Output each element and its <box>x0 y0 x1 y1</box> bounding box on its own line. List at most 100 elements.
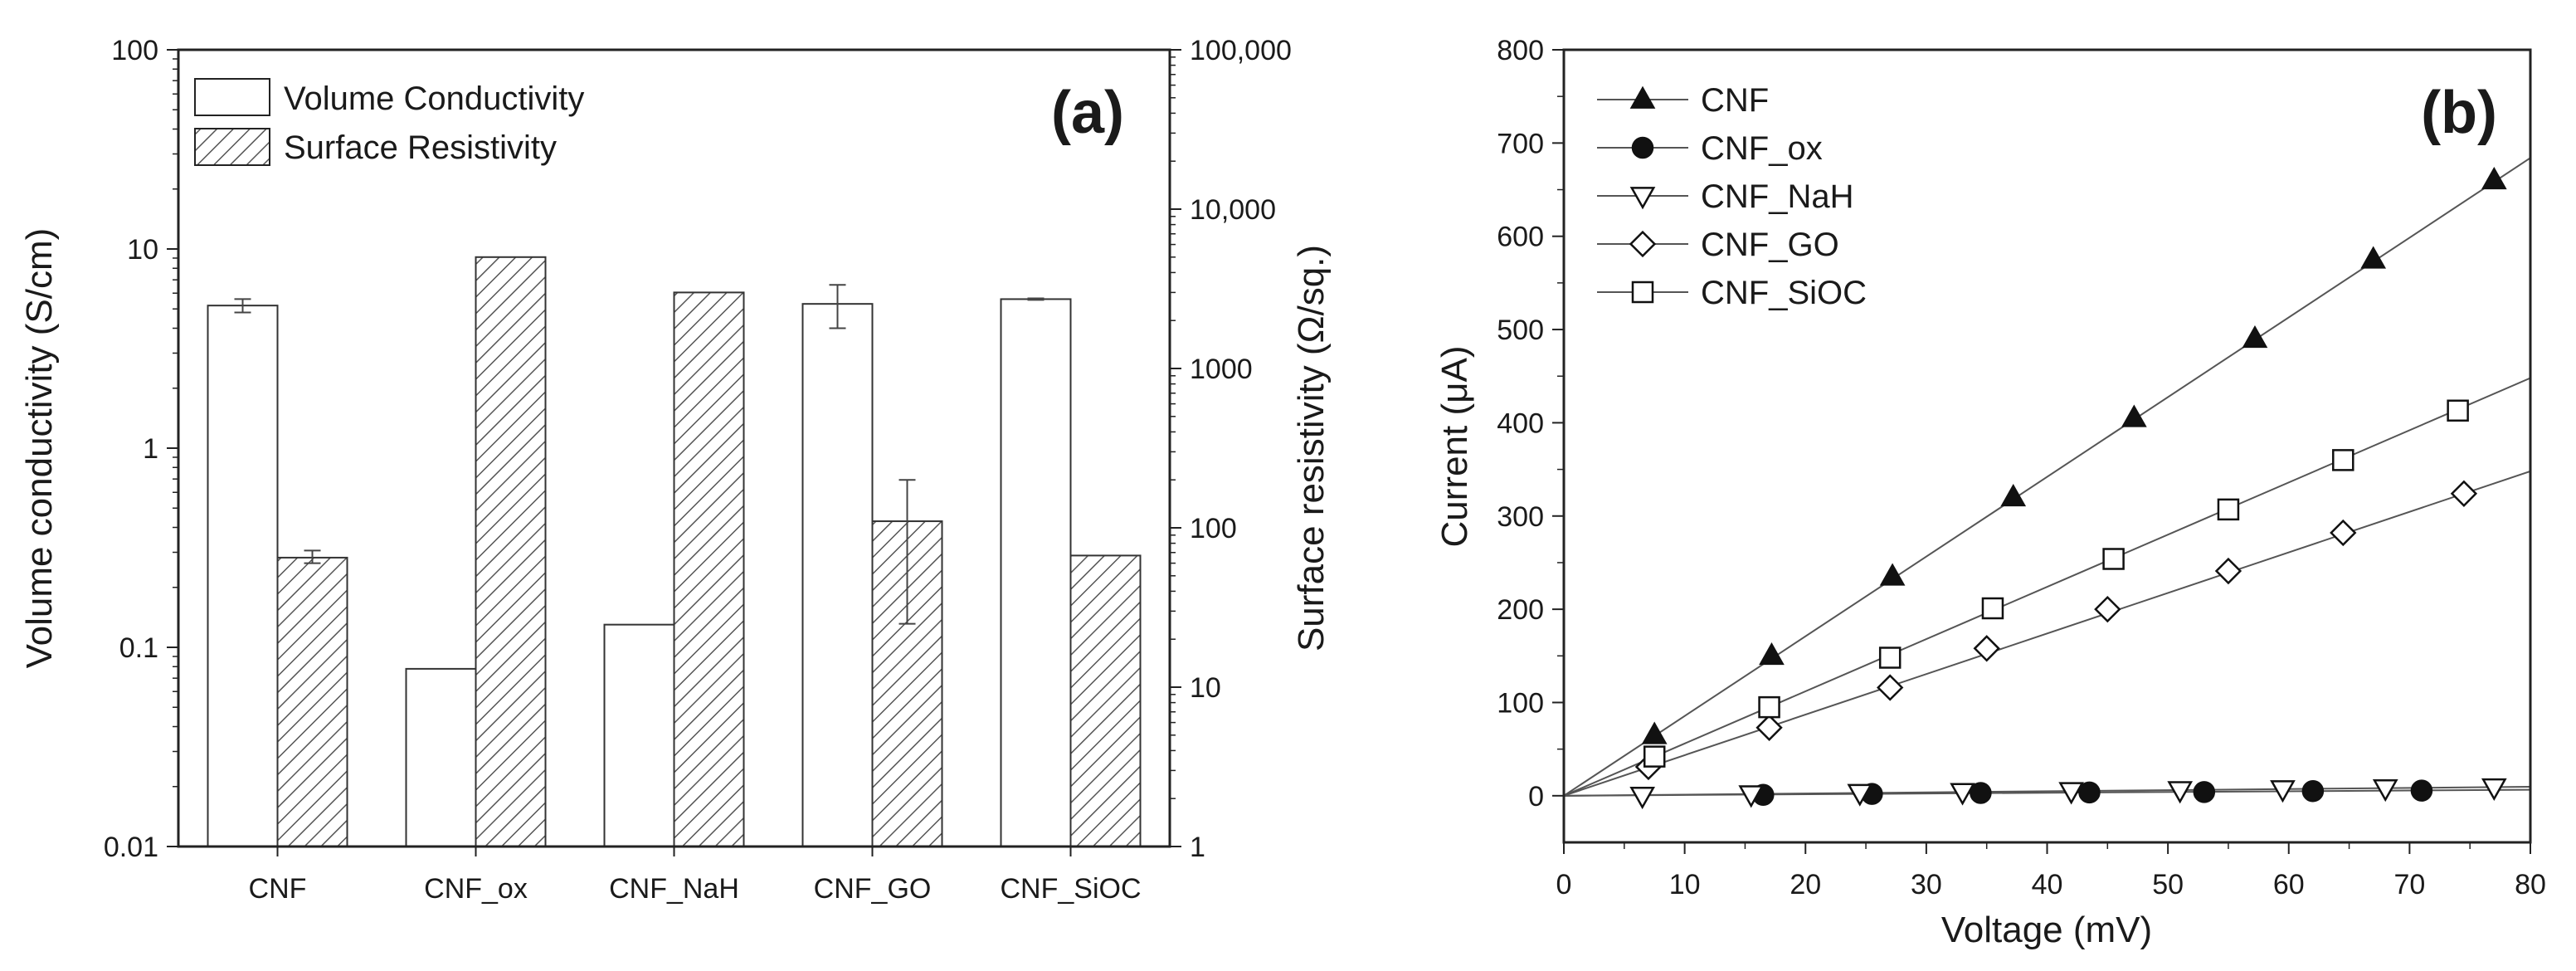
y-tick-label-right: 100,000 <box>1190 35 1292 66</box>
axis-ticks-b <box>1552 49 2531 854</box>
y-tick-label-left: 1 <box>143 433 158 465</box>
y-tick-labels-left: 0.01 0.1 1 10 100 <box>104 35 158 863</box>
legend-label-cnf: CNF <box>1701 82 1769 119</box>
data-point-cnf_nah <box>2481 778 2507 802</box>
data-point-cnf_ox <box>2193 781 2216 803</box>
y-tick-label-right: 10 <box>1190 672 1221 704</box>
legend-swatch-surface-resistivity <box>194 128 270 166</box>
y-tick-label-left: 0.1 <box>119 632 158 664</box>
data-point-cnf_go <box>2330 519 2357 547</box>
fit-line-cnf_nah <box>1563 786 2531 797</box>
bar-volume-conductivity-cnf_go <box>801 303 874 848</box>
panel-a-bar-chart: CNF CNF_ox CNF_NaH CNF_GO CNF_SiOC 0.010.111… <box>19 35 1332 905</box>
y-axis-label-right: Surface resistivity (Ω/sq.) <box>1291 245 1332 651</box>
y-tick-label-right: 10,000 <box>1190 194 1276 226</box>
bar-volume-conductivity-cnf_ox <box>405 667 477 847</box>
data-point-cnf <box>2242 324 2268 349</box>
legend-label-cnf_sioc: CNF_SiOC <box>1701 275 1867 311</box>
legend-marker-cnf_go <box>1629 230 1657 258</box>
data-point-cnf_go <box>2214 557 2242 585</box>
data-point-cnf <box>2000 483 2027 507</box>
data-point-cnf_sioc <box>2217 498 2240 521</box>
data-point-cnf_go <box>2450 480 2478 507</box>
data-point-cnf_sioc <box>1643 745 1666 768</box>
y-tick-label-left: 100 <box>111 35 158 66</box>
data-point-cnf_go <box>1755 714 1783 741</box>
x-tick-labels-b: 0 10 20 30 40 50 60 70 80 <box>1556 869 2546 900</box>
legend-marker-cnf_sioc <box>1631 281 1654 304</box>
legend-label-surface-resistivity: Surface Resistivity <box>284 129 557 166</box>
data-point-cnf_nah <box>2167 781 2194 804</box>
bar-volume-conductivity-cnf_sioc <box>1000 298 1072 847</box>
data-point-cnf_ox <box>2078 781 2101 804</box>
bar-volume-conductivity-cnf <box>207 305 279 848</box>
data-point-cnf_nah <box>1950 783 1975 806</box>
data-point-cnf_ox <box>2410 779 2433 802</box>
fit-line-cnf_sioc <box>1563 377 2531 797</box>
data-point-cnf <box>2481 166 2507 190</box>
x-tick-label-b: 10 <box>1669 869 1701 900</box>
axis-ticks-a <box>167 49 1181 856</box>
legend-label-cnf_go: CNF_GO <box>1701 227 1839 263</box>
series-markers-group <box>1629 166 2507 810</box>
x-tick-label-b: 50 <box>2152 869 2184 900</box>
data-point-cnf <box>1879 563 1906 586</box>
y-tick-label-b: 500 <box>1497 315 1544 346</box>
y-tick-label-right: 1 <box>1190 832 1205 863</box>
data-point-cnf <box>2121 404 2147 427</box>
bars-group <box>207 256 1142 848</box>
data-point-cnf_ox <box>2301 779 2325 803</box>
panel-label-b: (b) <box>2421 80 2497 146</box>
x-axis-label-b: Voltage (mV) <box>1941 910 2152 950</box>
data-point-cnf_sioc <box>2447 399 2469 422</box>
bar-surface-resistivity-cnf_nah <box>673 291 745 848</box>
data-point-cnf <box>1759 642 1785 666</box>
data-point-cnf_nah <box>1738 785 1765 808</box>
x-tick-label-b: 40 <box>2032 869 2063 900</box>
x-tick-label-cnf: CNF <box>249 873 307 905</box>
legend-marker-cnf <box>1629 85 1656 109</box>
x-tick-label-cnf_nah: CNF_NaH <box>609 873 739 905</box>
fit-line-cnf_go <box>1563 470 2531 797</box>
legend-swatch-volume-conductivity <box>194 78 270 116</box>
x-tick-label-b: 70 <box>2393 869 2425 900</box>
y-axis-label-left: Volume conductivity (S/cm) <box>19 228 60 669</box>
x-tick-label-cnf_go: CNF_GO <box>814 873 932 905</box>
y-tick-label-b: 0 <box>1528 781 1544 812</box>
legend-label-cnf_nah: CNF_NaH <box>1701 178 1853 215</box>
legend-marker-cnf_nah <box>1629 187 1656 210</box>
data-point-cnf_go <box>1877 674 1904 701</box>
y-tick-label-left: 0.01 <box>104 832 158 863</box>
x-tick-label-b: 0 <box>1556 869 1572 900</box>
x-tick-label-b: 80 <box>2515 869 2546 900</box>
bar-volume-conductivity-cnf_nah <box>603 623 675 848</box>
y-tick-label-b: 300 <box>1497 501 1544 533</box>
y-axis-label-b: Current (μA) <box>1434 346 1475 548</box>
y-tick-label-right: 1000 <box>1190 354 1253 385</box>
x-tick-label-b: 20 <box>1790 869 1821 900</box>
y-tick-label-b: 100 <box>1497 687 1544 719</box>
panel-label-a: (a) <box>1051 80 1124 146</box>
panel-b-line-chart: 0 10 20 30 40 50 60 70 80 0 100 200 300 400 500 600 700… <box>1434 35 2546 950</box>
y-tick-label-b: 800 <box>1497 35 1544 66</box>
x-tick-label-b: 30 <box>1911 869 1942 900</box>
x-tick-labels-a: CNF CNF_ox CNF_NaH CNF_GO CNF_SiOC <box>249 873 1142 905</box>
legend-label-volume-conductivity: Volume Conductivity <box>284 81 584 117</box>
legend-a: Volume Conductivity Surface Resistivity <box>194 78 584 166</box>
data-point-cnf <box>1641 721 1668 744</box>
x-tick-label-b: 60 <box>2273 869 2305 900</box>
x-tick-label-cnf_ox: CNF_ox <box>424 873 528 905</box>
y-tick-label-right: 100 <box>1190 513 1237 544</box>
data-point-cnf_nah <box>2270 780 2296 803</box>
data-point-cnf_go <box>1973 635 2000 662</box>
bar-surface-resistivity-cnf_ox <box>475 256 547 848</box>
data-point-cnf_nah <box>1847 783 1873 807</box>
data-point-cnf_nah <box>1629 786 1655 810</box>
bar-surface-resistivity-cnf <box>276 556 348 848</box>
y-tick-labels-b: 0 100 200 300 400 500 600 700 800 <box>1497 35 1544 812</box>
data-point-cnf_sioc <box>2102 548 2125 570</box>
y-tick-label-left: 10 <box>127 234 158 266</box>
y-tick-label-b: 400 <box>1497 407 1544 439</box>
data-point-cnf_ox <box>1970 782 1992 804</box>
